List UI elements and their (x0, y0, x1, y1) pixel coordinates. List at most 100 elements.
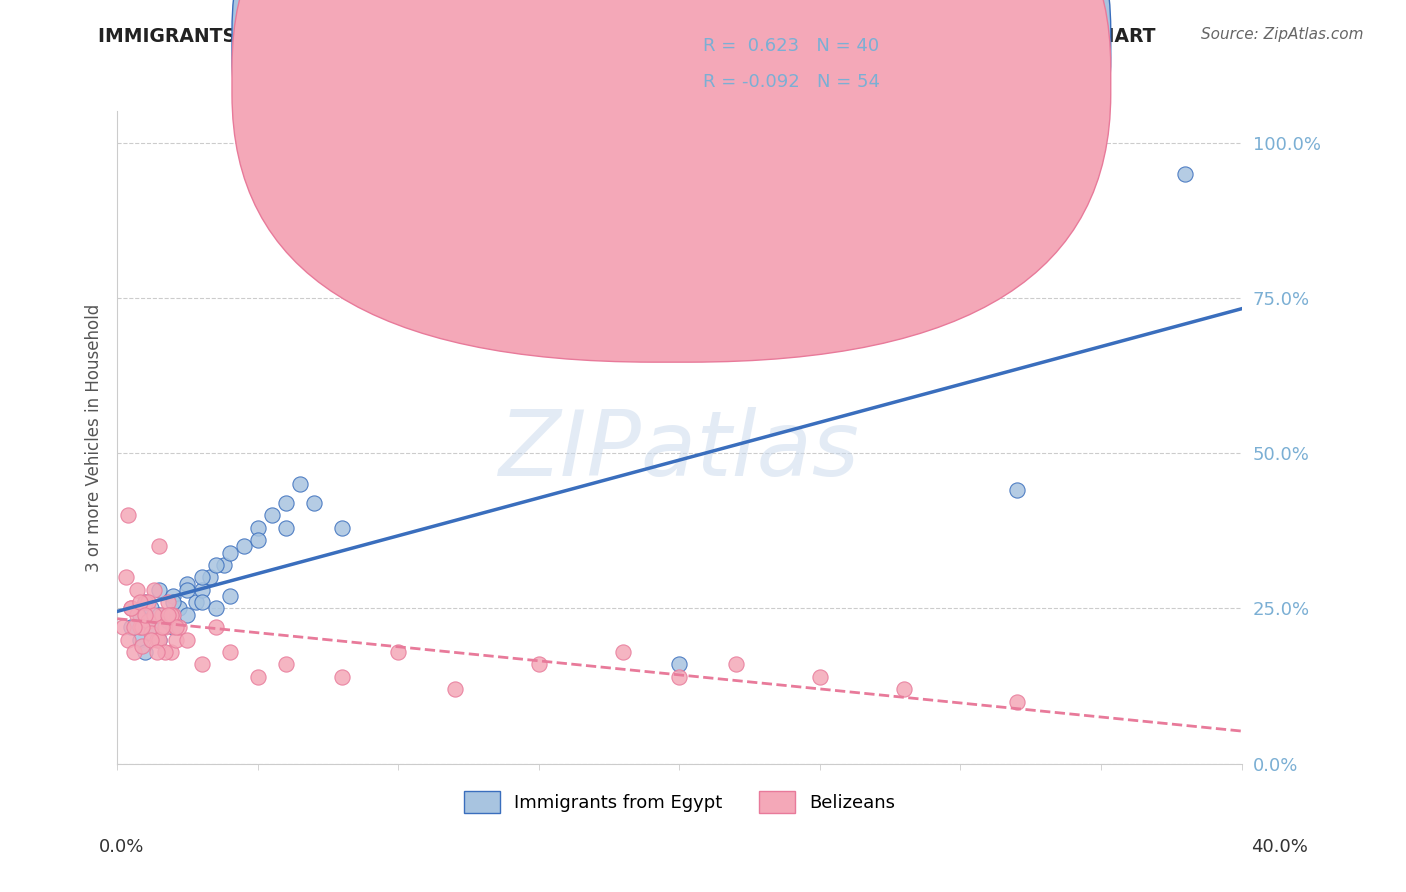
Point (190, 570, 212, 584)
Point (131, 639, 153, 653)
Point (288, 477, 311, 491)
Y-axis label: 3 or more Vehicles in Household: 3 or more Vehicles in Household (86, 303, 103, 572)
Point (387, 645, 409, 659)
Point (125, 582, 148, 597)
Point (120, 620, 142, 634)
Point (808, 670, 831, 684)
Point (190, 582, 212, 597)
Point (176, 576, 198, 591)
Point (117, 508, 139, 523)
Point (145, 645, 167, 659)
Point (190, 657, 212, 672)
Text: R = -0.092   N = 54: R = -0.092 N = 54 (703, 73, 880, 91)
Point (139, 626, 162, 640)
Point (167, 620, 190, 634)
Point (114, 570, 136, 584)
Point (218, 545, 240, 559)
Point (204, 620, 226, 634)
Point (246, 521, 269, 535)
Point (136, 595, 159, 609)
Point (246, 670, 269, 684)
Point (212, 558, 235, 572)
Point (167, 601, 190, 615)
Point (302, 496, 325, 510)
Point (134, 607, 156, 622)
Text: Source: ZipAtlas.com: Source: ZipAtlas.com (1201, 27, 1364, 42)
Point (156, 607, 179, 622)
Point (134, 645, 156, 659)
Point (165, 632, 187, 647)
Point (125, 607, 148, 622)
Point (612, 645, 634, 659)
Point (128, 620, 150, 634)
Point (156, 614, 179, 628)
Point (176, 582, 198, 597)
Point (176, 632, 198, 647)
Point (134, 595, 156, 609)
Point (1174, 167, 1197, 181)
Point (159, 645, 181, 659)
Point (204, 601, 226, 615)
Point (198, 570, 221, 584)
Point (330, 670, 353, 684)
Point (148, 632, 170, 647)
Point (122, 645, 145, 659)
Point (1005, 695, 1028, 709)
Point (165, 620, 187, 634)
Point (148, 607, 170, 622)
Point (162, 607, 184, 622)
Point (162, 595, 184, 609)
Point (162, 589, 184, 603)
Legend: Immigrants from Egypt, Belizeans: Immigrants from Egypt, Belizeans (457, 783, 903, 820)
Point (150, 607, 173, 622)
Point (134, 595, 156, 609)
Point (139, 632, 162, 647)
Point (139, 620, 162, 634)
Point (128, 607, 150, 622)
Point (724, 657, 747, 672)
Text: 0.0%: 0.0% (98, 838, 143, 855)
Point (142, 607, 165, 622)
Point (184, 595, 207, 609)
Point (128, 595, 150, 609)
Point (159, 607, 181, 622)
Text: R =  0.623   N = 40: R = 0.623 N = 40 (703, 37, 879, 55)
Point (204, 558, 226, 572)
Point (148, 632, 170, 647)
Point (274, 496, 297, 510)
Point (190, 595, 212, 609)
Point (893, 682, 915, 697)
Point (274, 657, 297, 672)
Point (218, 589, 240, 603)
Point (162, 620, 184, 634)
Point (128, 632, 150, 647)
Point (232, 540, 254, 554)
Point (176, 607, 198, 622)
Point (668, 670, 690, 684)
Point (139, 601, 162, 615)
Text: ZIPatlas: ZIPatlas (499, 407, 860, 495)
Point (218, 645, 240, 659)
Point (156, 595, 179, 609)
Point (120, 601, 142, 615)
Point (117, 632, 139, 647)
Point (150, 620, 173, 634)
Point (153, 620, 176, 634)
Point (1005, 483, 1028, 498)
Point (153, 645, 176, 659)
Point (260, 508, 283, 523)
Point (274, 521, 297, 535)
Point (131, 620, 153, 634)
Point (246, 533, 269, 548)
Point (668, 657, 690, 672)
Point (120, 601, 142, 615)
Point (136, 614, 159, 628)
Point (148, 582, 170, 597)
Text: 40.0%: 40.0% (1251, 838, 1308, 855)
Point (330, 521, 353, 535)
Point (527, 657, 550, 672)
Point (142, 582, 165, 597)
Point (148, 540, 170, 554)
Point (122, 620, 145, 634)
Point (443, 682, 465, 697)
